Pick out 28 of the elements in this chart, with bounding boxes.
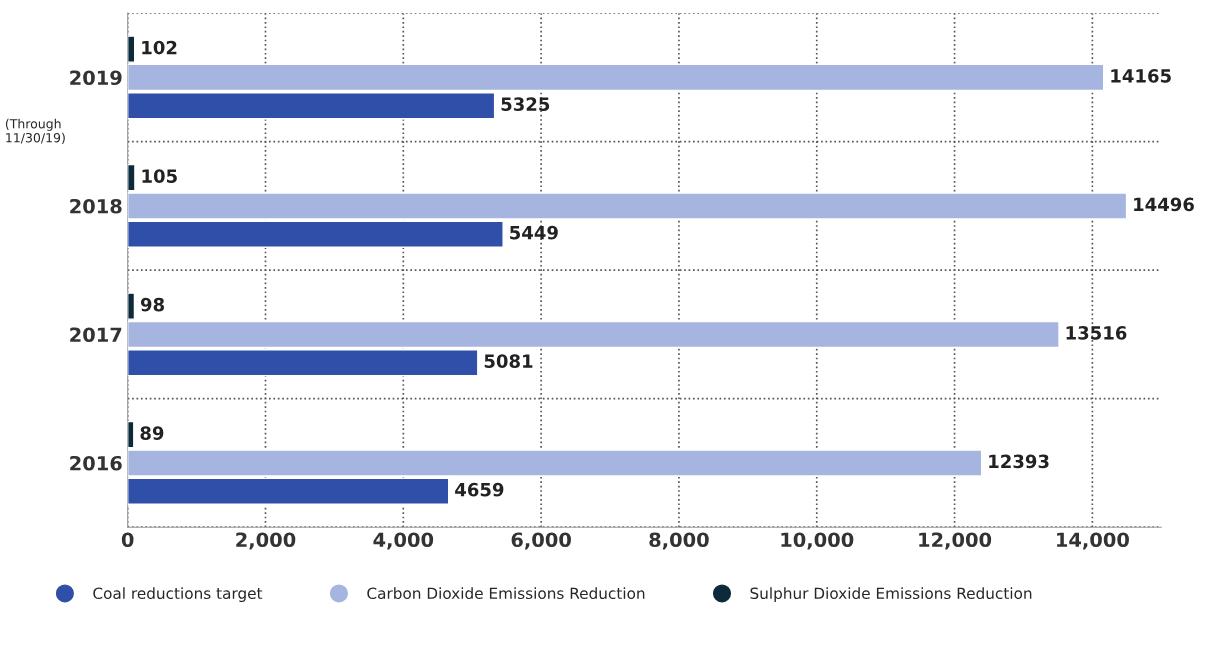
x-tick-label: 14,000: [1057, 532, 1129, 550]
text: (Through 11/30/19): [5, 118, 65, 144]
y-tick-label: 2018: [70, 198, 122, 214]
data-label: 13516: [1066, 326, 1127, 340]
x-tick-label: 2,000: [236, 532, 296, 550]
y-tick-label: 2017: [70, 327, 122, 343]
data-label: 98: [140, 297, 164, 312]
x-tick-label: 4,000: [373, 532, 434, 550]
y-tick-label: 2016: [70, 455, 122, 471]
legend-label: Coal reductions target: [93, 587, 263, 602]
data-label: 5449: [510, 225, 558, 240]
data-label: 89: [140, 426, 164, 440]
x-tick-label: 0: [121, 532, 134, 548]
data-label: 105: [142, 169, 177, 183]
x-tick-label: 6,000: [511, 532, 571, 550]
data-label: 14165: [1111, 69, 1171, 83]
legend-label: Sulphur Dioxide Emissions Reduction: [750, 587, 1032, 602]
legend-label: Carbon Dioxide Emissions Reduction: [367, 587, 645, 600]
data-label: 102: [142, 40, 177, 55]
x-tick-label: 12,000: [919, 532, 992, 550]
data-label: 14496: [1134, 197, 1194, 212]
data-label: 5081: [484, 354, 533, 368]
y-tick-label: 2019: [70, 70, 122, 86]
data-label: 5325: [501, 97, 550, 111]
data-label: 4659: [455, 482, 504, 497]
x-tick-label: 10,000: [781, 532, 854, 550]
x-tick-label: 8,000: [649, 532, 709, 550]
data-label: 12393: [989, 454, 1049, 469]
